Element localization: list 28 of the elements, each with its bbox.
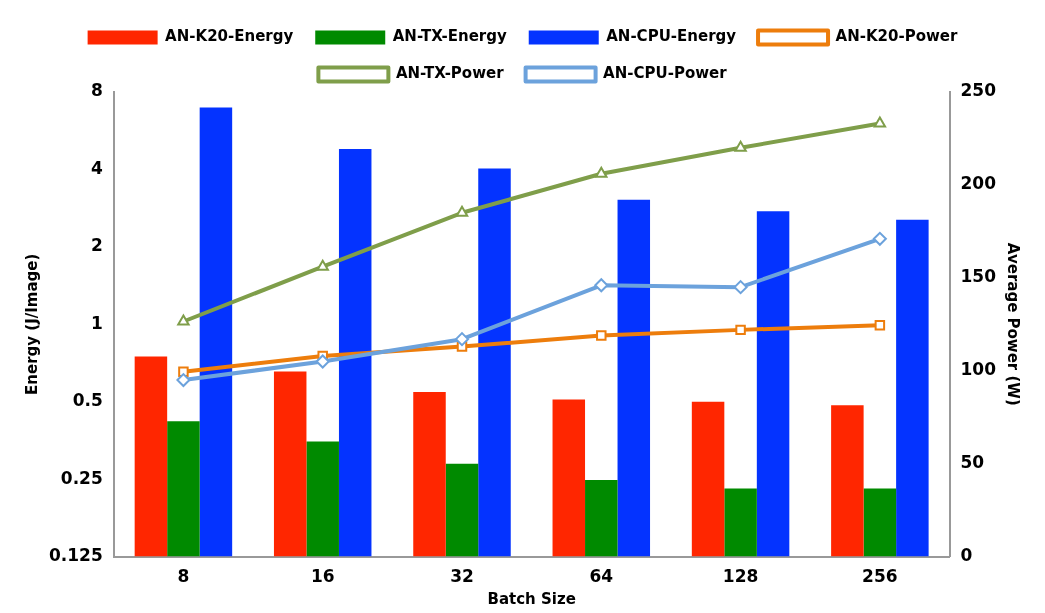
x-tick-label: 8: [177, 566, 190, 587]
y2-tick-label: 250: [960, 80, 997, 101]
legend-label: AN-K20-Power: [835, 27, 958, 46]
legend-label: AN-CPU-Power: [603, 64, 728, 83]
x-tick-label: 64: [589, 566, 614, 587]
y2-tick-label: 200: [960, 173, 997, 194]
y2-axis-title: Average Power (W): [1004, 242, 1023, 406]
x-tick-label: 32: [450, 566, 474, 587]
y2-tick-label: 50: [960, 452, 985, 473]
y-axis-title: Energy (J/Image): [22, 253, 41, 395]
y2-tick-label: 0: [960, 545, 973, 566]
y2-tick-label: 100: [960, 359, 997, 380]
x-tick-label: 128: [722, 566, 759, 587]
legend-label: AN-TX-Power: [395, 64, 505, 83]
y-tick-label: 0.25: [60, 467, 103, 488]
y-tick-label: 0.5: [72, 390, 103, 411]
legend-label: AN-TX-Energy: [392, 27, 507, 46]
y-tick-label: 1: [90, 312, 103, 333]
x-tick-label: 256: [862, 566, 898, 587]
x-tick-label: 16: [310, 566, 335, 587]
y-tick-label: 4: [90, 157, 103, 178]
y-tick-label: 0.125: [48, 545, 103, 566]
y2-tick-label: 150: [960, 266, 997, 287]
y-tick-label: 2: [90, 235, 103, 256]
legend-label: AN-K20-Energy: [165, 27, 294, 46]
y-tick-label: 8: [90, 80, 103, 101]
x-axis-title: Batch Size: [487, 589, 576, 608]
legend-label: AN-CPU-Energy: [606, 27, 737, 46]
